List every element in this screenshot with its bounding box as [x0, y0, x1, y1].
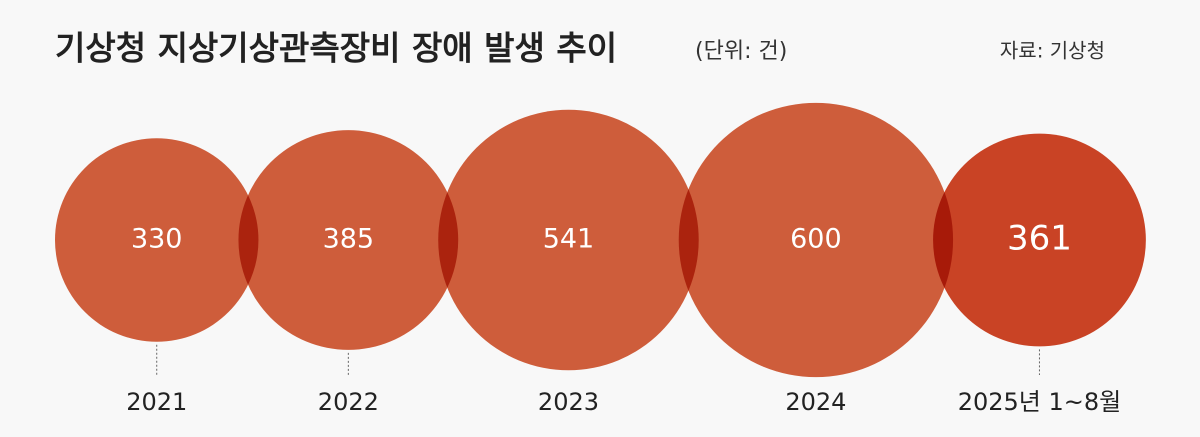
category-label: 2022 — [318, 388, 379, 416]
bubble — [933, 133, 1146, 347]
value-label: 330 — [131, 224, 183, 255]
bubble — [438, 109, 699, 371]
category-label: 2025년 1~8월 — [958, 388, 1122, 416]
chart-subtitle: (단위: 건) — [695, 39, 787, 64]
chart-title: 기상청 지상기상관측장비 장애 발생 추이 — [55, 29, 617, 68]
category-label: 2021 — [126, 388, 187, 416]
category-label: 2023 — [538, 388, 599, 416]
category-label: 2024 — [785, 388, 846, 416]
bubbles — [55, 102, 1146, 378]
bubble — [55, 138, 259, 342]
plot: 330 2021 385 2022 541 2023 600 2024 361 2025년 1~8… — [55, 102, 1146, 416]
bubble — [238, 130, 459, 350]
value-label: 541 — [543, 224, 595, 255]
source: 자료: 기상청 — [1000, 39, 1105, 63]
value-label: 385 — [323, 224, 375, 255]
value-label: 600 — [790, 224, 842, 255]
bubble — [678, 102, 954, 378]
value-label: 361 — [1007, 219, 1072, 259]
